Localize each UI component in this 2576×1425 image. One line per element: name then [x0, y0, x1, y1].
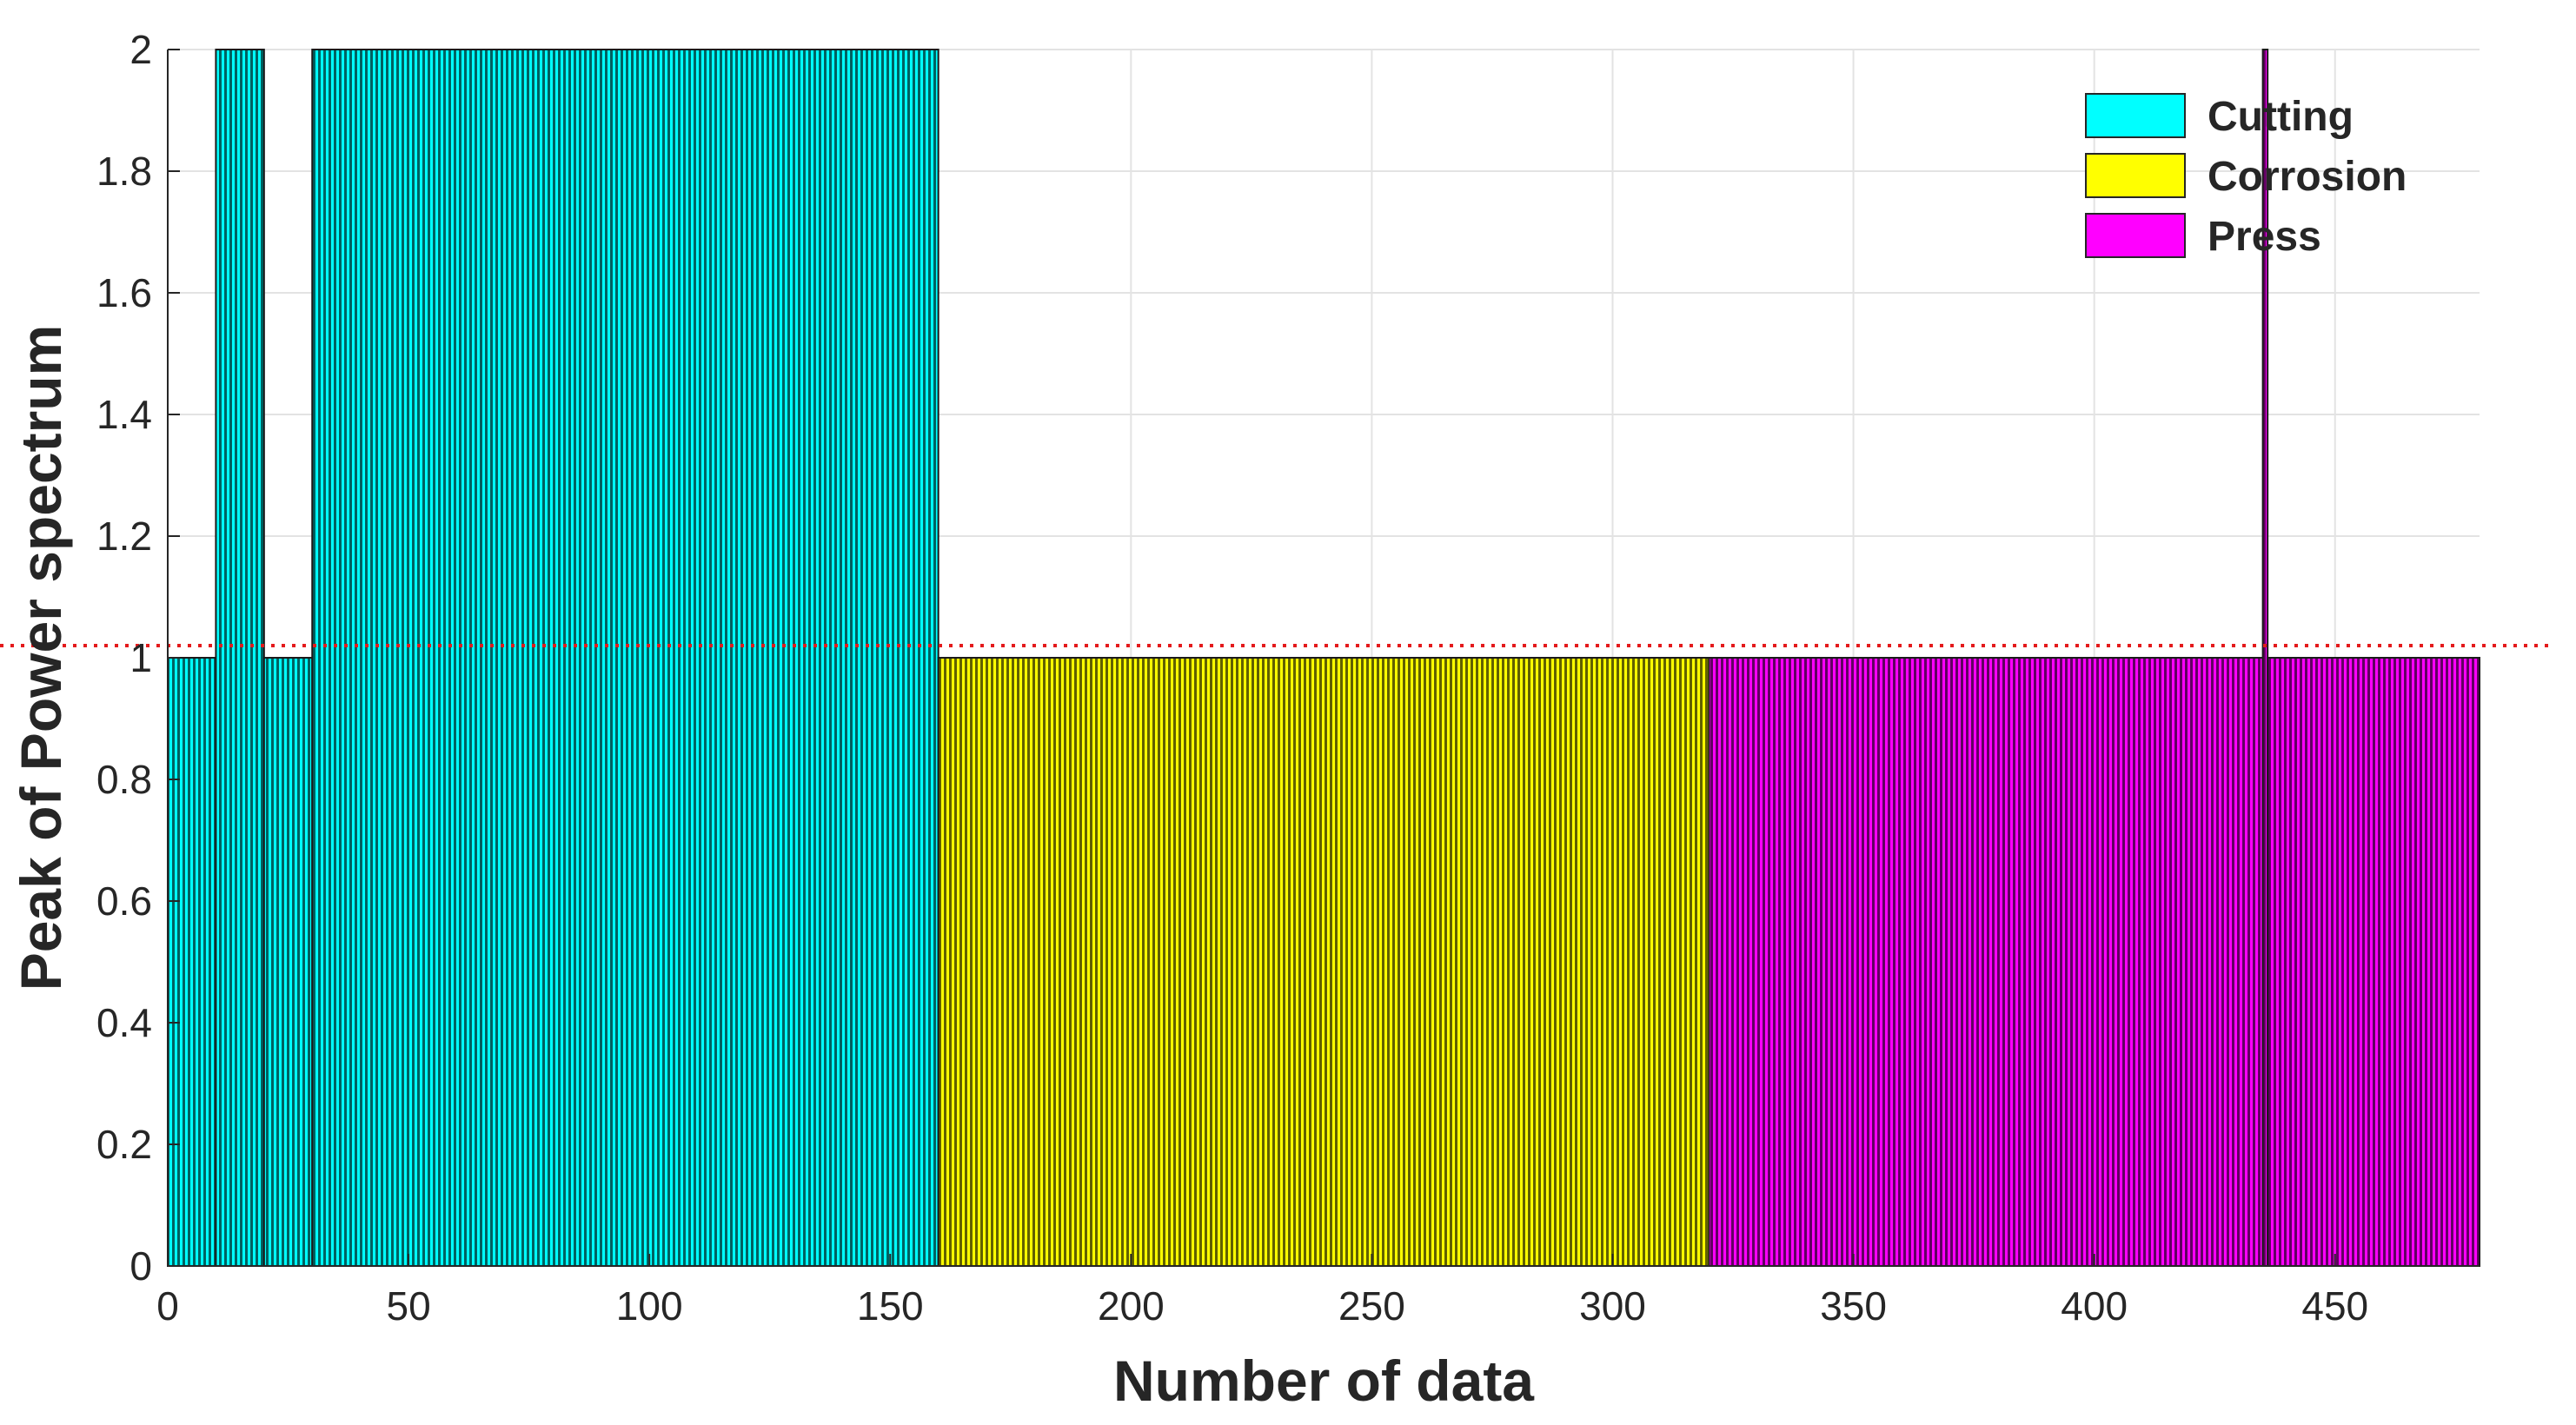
x-tick-label: 400: [2061, 1283, 2128, 1329]
x-tick-label: 350: [1820, 1283, 1887, 1329]
y-axis-title: Peak of Power spectrum: [9, 325, 73, 991]
bar-edges: [168, 658, 216, 1266]
legend-label: Corrosion: [2208, 154, 2407, 200]
y-tick-label: 1.6: [96, 270, 152, 315]
bar-edges: [1709, 658, 2263, 1266]
y-tick-label: 2: [129, 27, 152, 72]
axes: [167, 49, 2480, 1267]
bar-edges: [2262, 50, 2268, 1266]
y-tick-label: 0.2: [96, 1122, 152, 1167]
legend-label: Cutting: [2208, 94, 2354, 140]
x-axis-title: Number of data: [1113, 1349, 1535, 1413]
y-tick-labels: 0 0.2 0.4 0.6 0.8 1 1.2 1.4 1.6 1.8 2: [96, 27, 152, 1289]
x-tick-label: 0: [156, 1283, 179, 1329]
y-tick-label: 0.4: [96, 1000, 152, 1045]
legend-label: Press: [2208, 214, 2321, 260]
bar-edges: [263, 658, 313, 1266]
y-tick-label: 0.8: [96, 757, 152, 802]
bar-segment: [167, 657, 217, 1267]
y-tick-label: 0: [129, 1243, 152, 1289]
legend: Cutting Corrosion Press: [2085, 93, 2407, 260]
x-tick-label: 100: [616, 1283, 683, 1329]
legend-item: Press: [2085, 213, 2321, 260]
bars: [167, 49, 2481, 1267]
bar-segment: [311, 49, 939, 1267]
x-tick-label: 50: [386, 1283, 430, 1329]
legend-swatch: [2085, 213, 2186, 258]
y-tick-label: 1: [129, 635, 152, 680]
bar-segment: [1708, 657, 2264, 1267]
x-tick-label: 450: [2301, 1283, 2368, 1329]
x-tick-label: 250: [1338, 1283, 1405, 1329]
bar-segment: [2267, 657, 2481, 1267]
legend-item: Cutting: [2085, 93, 2354, 140]
legend-item: Corrosion: [2085, 153, 2407, 200]
x-tick-label: 150: [857, 1283, 924, 1329]
x-tick-label: 300: [1579, 1283, 1646, 1329]
bar-edges: [938, 658, 1710, 1266]
bar-edges: [2267, 658, 2480, 1266]
bar-edges: [216, 50, 264, 1266]
y-tick-label: 1.8: [96, 149, 152, 194]
y-tick-label: 1.2: [96, 514, 152, 559]
bar-segment: [215, 49, 265, 1267]
y-tick-label: 1.4: [96, 392, 152, 437]
bar-segment: [262, 657, 314, 1267]
legend-swatch: [2085, 93, 2186, 138]
bar-segment: [937, 657, 1710, 1267]
y-tick-label: 0.6: [96, 878, 152, 924]
x-tick-labels: 0 50 100 150 200 250 300 350 400 450: [156, 1283, 2368, 1329]
bar-edges: [312, 50, 939, 1266]
x-tick-label: 200: [1098, 1283, 1165, 1329]
legend-swatch: [2085, 153, 2186, 198]
